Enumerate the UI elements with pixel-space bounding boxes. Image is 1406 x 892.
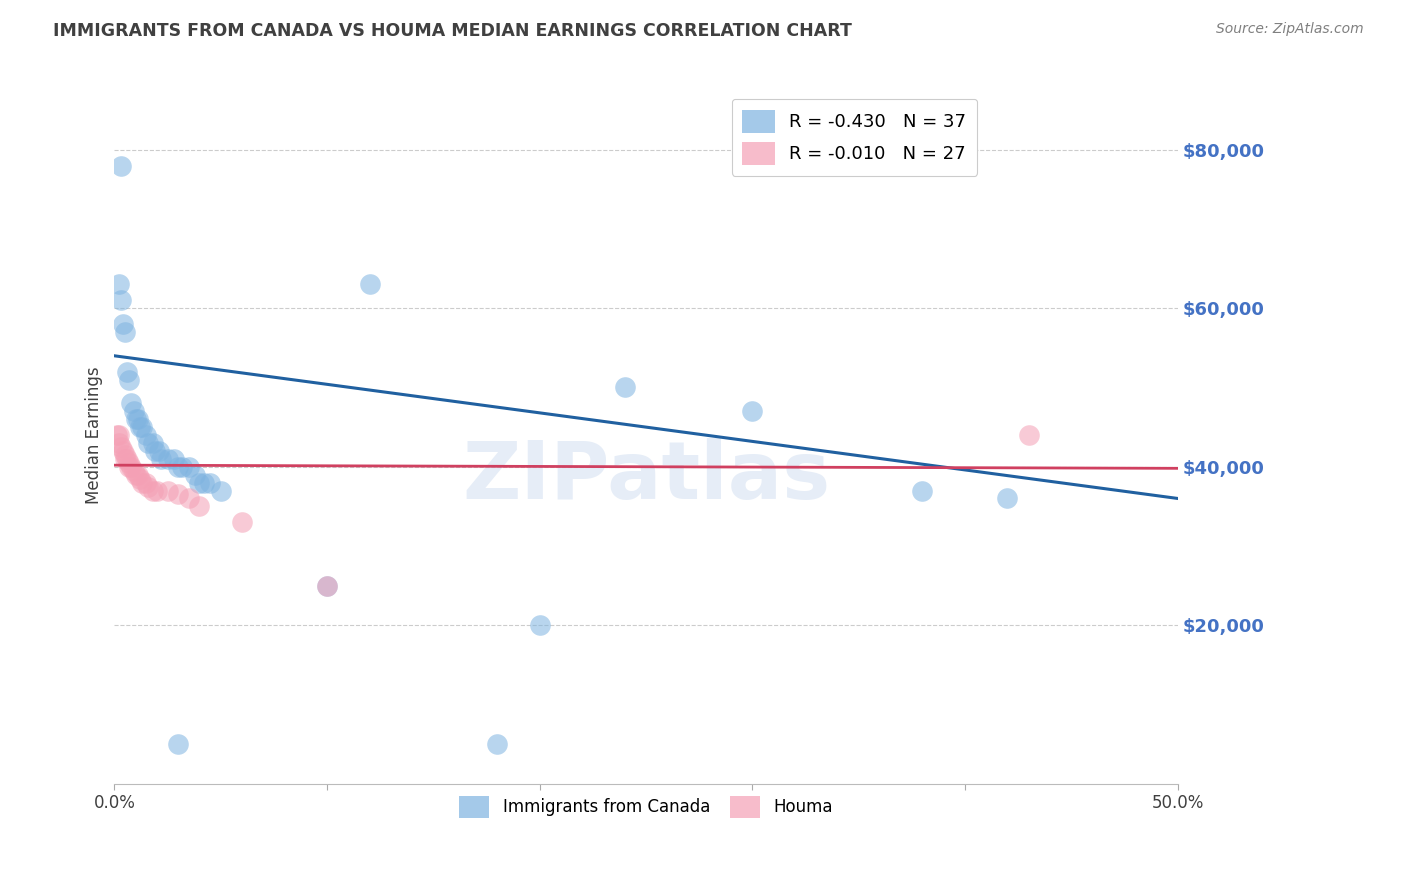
Point xyxy=(997,491,1019,506)
Point xyxy=(118,456,141,470)
Point xyxy=(142,483,165,498)
Point xyxy=(127,467,149,482)
Point xyxy=(1018,428,1040,442)
Point xyxy=(131,420,153,434)
Point xyxy=(316,579,339,593)
Point xyxy=(188,475,211,490)
Point xyxy=(138,479,160,493)
Text: ZIPatlas: ZIPatlas xyxy=(463,438,830,516)
Point xyxy=(209,483,232,498)
Point xyxy=(316,579,339,593)
Point xyxy=(143,443,166,458)
Point xyxy=(131,475,153,490)
Point xyxy=(231,515,253,529)
Point xyxy=(110,440,132,454)
Point xyxy=(741,404,763,418)
Point xyxy=(193,475,215,490)
Point xyxy=(120,459,142,474)
Point xyxy=(127,412,149,426)
Point xyxy=(163,451,186,466)
Point xyxy=(359,277,381,292)
Point xyxy=(129,472,152,486)
Point xyxy=(114,325,136,339)
Point xyxy=(122,464,145,478)
Point xyxy=(110,293,132,308)
Y-axis label: Median Earnings: Median Earnings xyxy=(86,367,103,504)
Point xyxy=(167,487,190,501)
Point xyxy=(177,491,200,506)
Point xyxy=(148,443,170,458)
Point xyxy=(167,459,190,474)
Point xyxy=(188,500,211,514)
Point xyxy=(107,436,129,450)
Point xyxy=(486,737,509,751)
Point xyxy=(146,483,169,498)
Point xyxy=(122,404,145,418)
Point xyxy=(115,451,138,466)
Point xyxy=(118,373,141,387)
Point xyxy=(150,451,173,466)
Point xyxy=(135,428,157,442)
Point xyxy=(107,277,129,292)
Point xyxy=(105,428,128,442)
Point xyxy=(111,317,134,331)
Point xyxy=(107,428,129,442)
Point xyxy=(124,412,146,426)
Point xyxy=(156,451,179,466)
Point xyxy=(142,436,165,450)
Point xyxy=(167,737,190,751)
Point xyxy=(613,380,636,394)
Point xyxy=(115,365,138,379)
Point xyxy=(135,475,157,490)
Point xyxy=(110,159,132,173)
Point xyxy=(114,451,136,466)
Point xyxy=(120,396,142,410)
Point xyxy=(111,443,134,458)
Point xyxy=(184,467,207,482)
Point xyxy=(118,459,141,474)
Point xyxy=(529,618,551,632)
Text: Source: ZipAtlas.com: Source: ZipAtlas.com xyxy=(1216,22,1364,37)
Point xyxy=(172,459,194,474)
Legend: Immigrants from Canada, Houma: Immigrants from Canada, Houma xyxy=(453,789,839,824)
Point xyxy=(156,483,179,498)
Point xyxy=(114,448,136,462)
Point xyxy=(177,459,200,474)
Point xyxy=(124,467,146,482)
Point xyxy=(911,483,934,498)
Point xyxy=(198,475,221,490)
Text: IMMIGRANTS FROM CANADA VS HOUMA MEDIAN EARNINGS CORRELATION CHART: IMMIGRANTS FROM CANADA VS HOUMA MEDIAN E… xyxy=(53,22,852,40)
Point xyxy=(129,420,152,434)
Point xyxy=(138,436,160,450)
